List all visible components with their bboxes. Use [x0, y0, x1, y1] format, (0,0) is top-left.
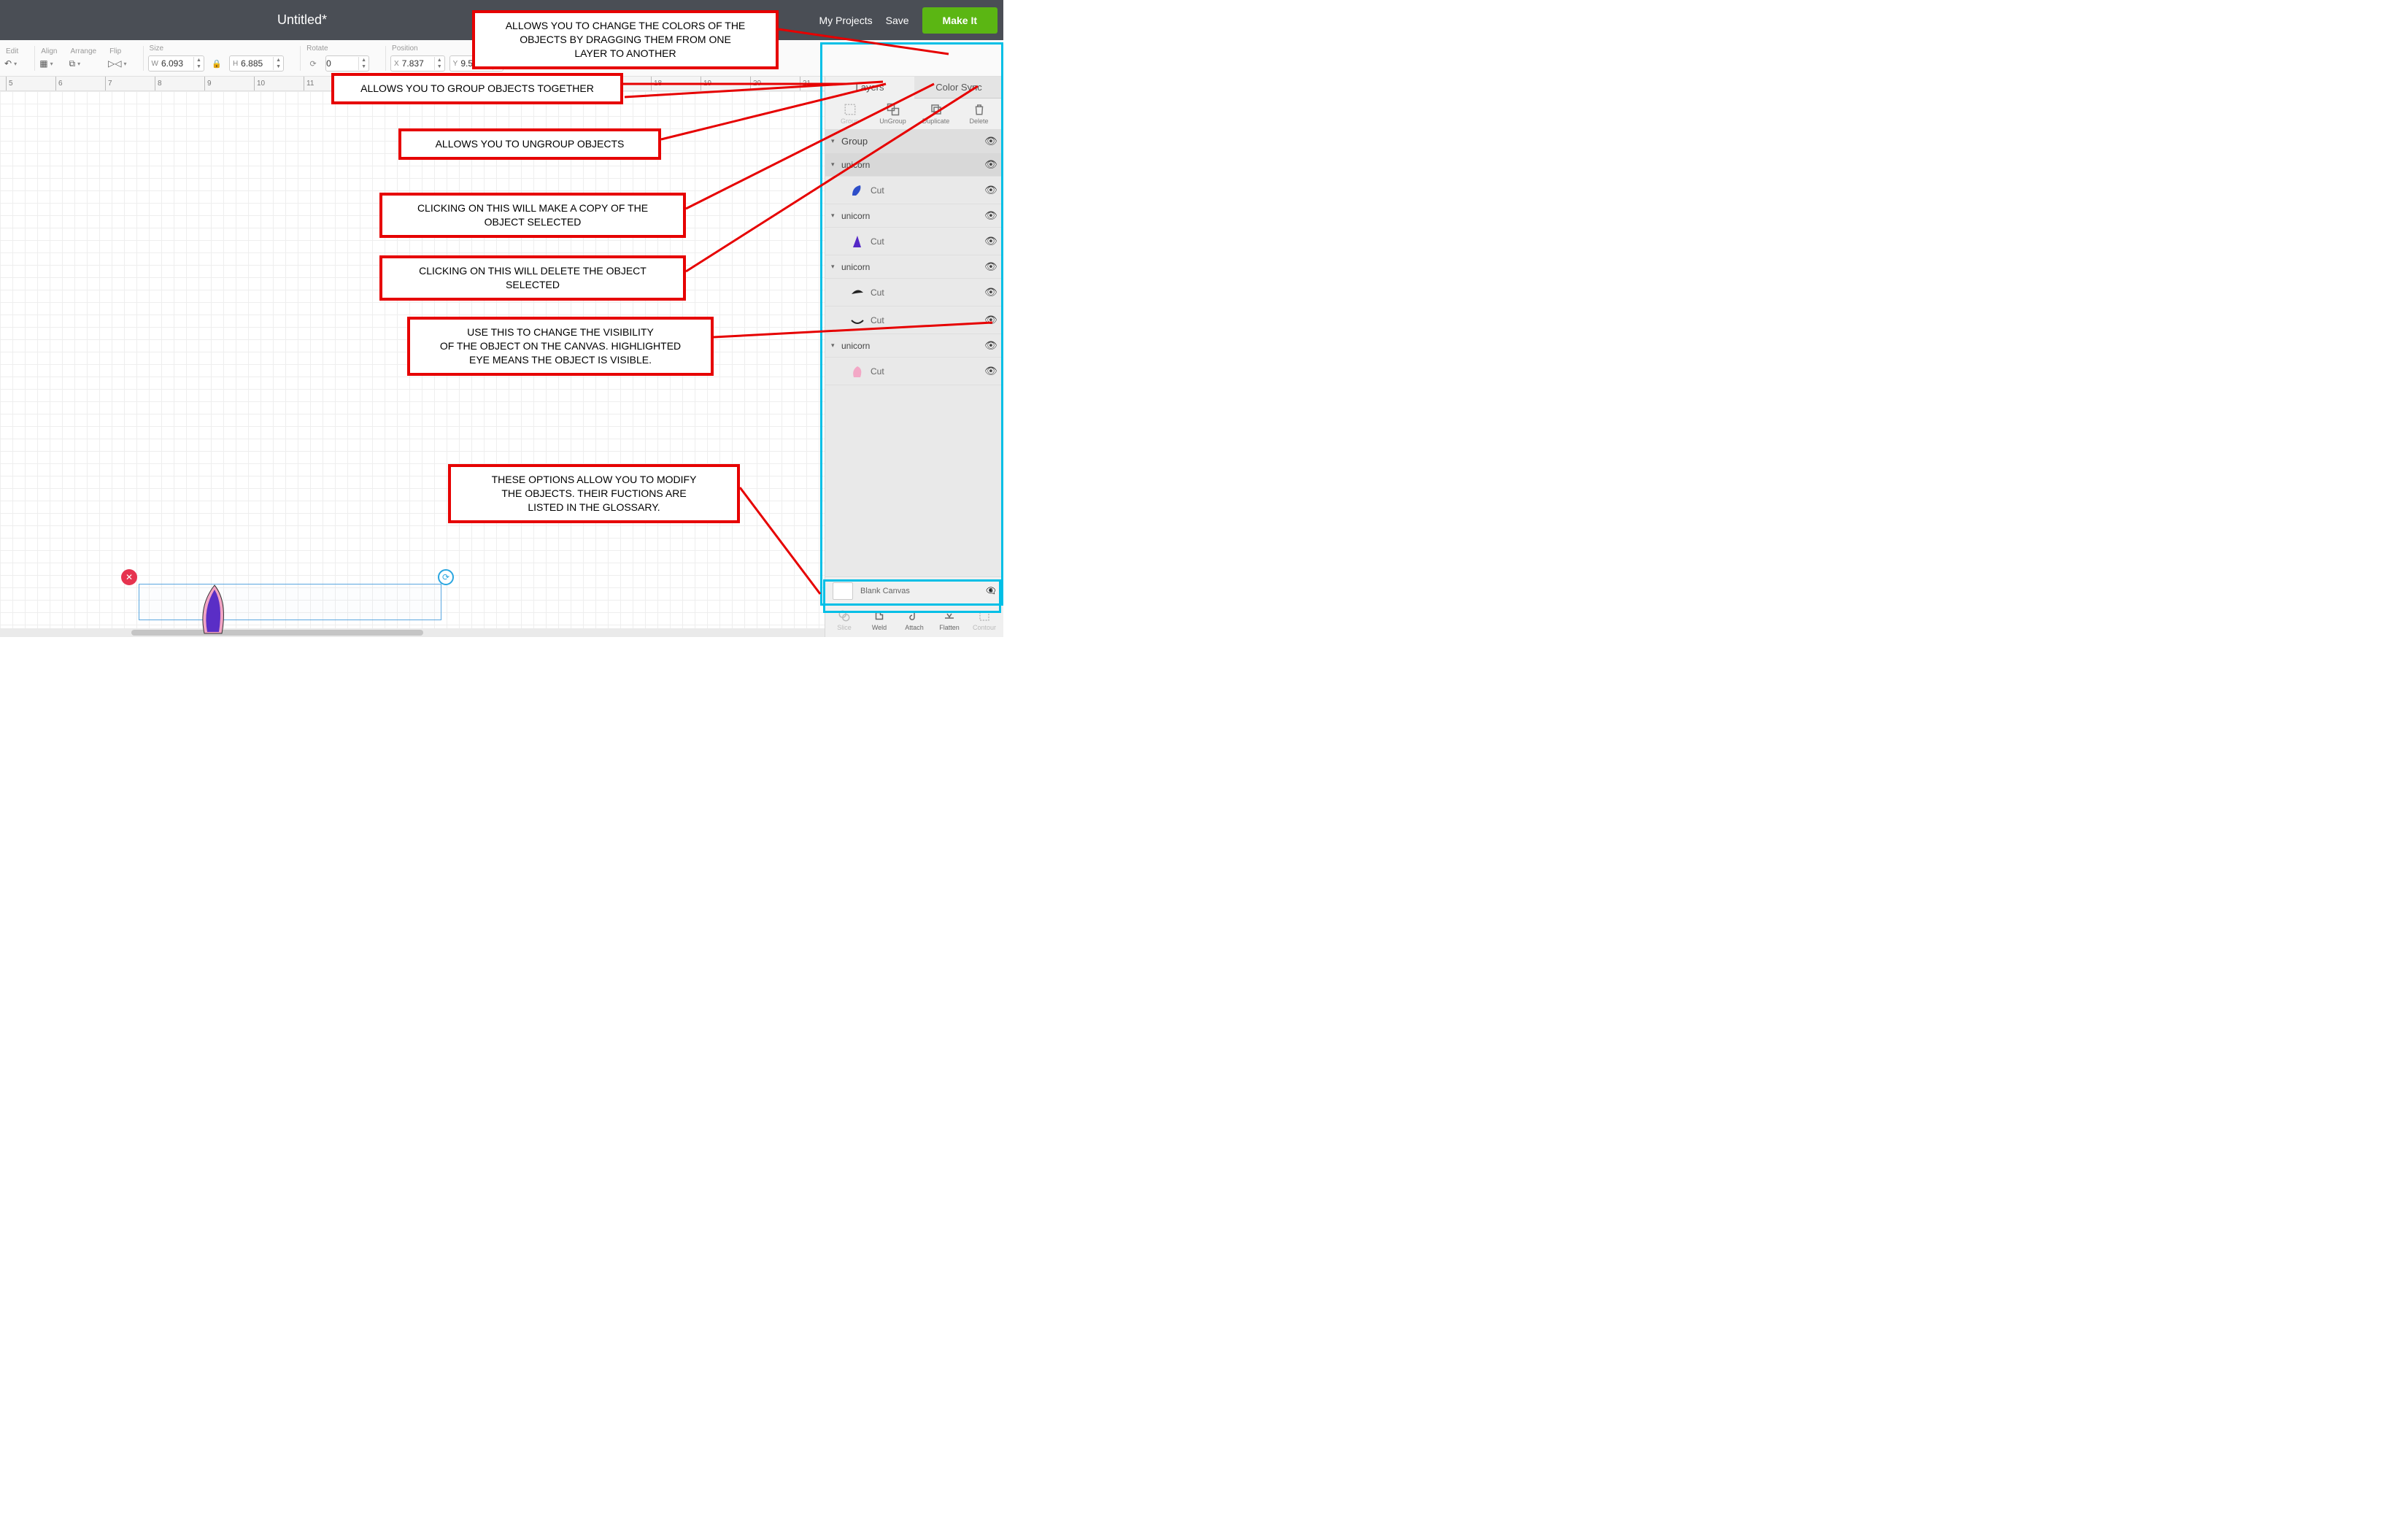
delete-button[interactable]: Delete [957, 103, 1000, 125]
callout-ungroup: ALLOWS YOU TO UNGROUP OBJECTS [398, 128, 661, 160]
align-icon: ▦ [39, 58, 47, 69]
flip-menu[interactable]: Flip ▷◁▾ [108, 47, 126, 69]
tab-layers[interactable]: Layers [825, 77, 914, 99]
tab-color-sync[interactable]: Color Sync [914, 77, 1003, 99]
visibility-eye-icon[interactable]: 👁 [984, 209, 997, 222]
canvas-swatch-bar[interactable]: Blank Canvas 👁‍🗨 [825, 576, 1003, 604]
weld-button[interactable]: Weld [862, 609, 897, 631]
callout-group: ALLOWS YOU TO GROUP OBJECTS TOGETHER [331, 73, 623, 104]
document-title: Untitled* [277, 12, 327, 28]
delete-handle[interactable]: ✕ [121, 569, 137, 585]
arrange-icon: ⧉ [69, 58, 75, 69]
horizontal-scrollbar[interactable] [0, 628, 825, 637]
canvas-artwork[interactable] [197, 584, 241, 635]
rotate-icon[interactable]: ⟳ [305, 55, 321, 72]
layer-list[interactable]: ▾Group👁▾unicorn👁Cut👁▾unicorn👁Cut👁▾unicor… [825, 130, 1003, 576]
layer-sub-row[interactable]: Cut👁 [825, 228, 1003, 255]
layer-sub-row[interactable]: Cut👁 [825, 279, 1003, 306]
visibility-eye-icon[interactable]: 👁 [984, 261, 997, 273]
layer-row[interactable]: ▾unicorn👁 [825, 153, 1003, 177]
layer-row[interactable]: ▾unicorn👁 [825, 334, 1003, 358]
selection-box[interactable] [139, 584, 441, 620]
app-root: Untitled* My Projects Save Make It Edit … [0, 0, 1003, 637]
panel-tabs: Layers Color Sync [825, 77, 1003, 99]
bottom-actions: Slice Weld Attach Flatten Contour [825, 604, 1003, 637]
undo-icon[interactable]: ↶ [4, 58, 12, 69]
scrollbar-thumb[interactable] [131, 630, 423, 636]
blank-canvas-label: Blank Canvas [860, 587, 910, 595]
slice-button[interactable]: Slice [827, 609, 862, 631]
visibility-eye-icon[interactable]: 👁 [984, 314, 997, 326]
callout-delete: CLICKING ON THIS WILL DELETE THE OBJECT … [379, 255, 686, 301]
visibility-eye-icon[interactable]: 👁 [984, 365, 997, 377]
layer-sub-row[interactable]: Cut👁 [825, 306, 1003, 334]
layer-row[interactable]: ▾unicorn👁 [825, 204, 1003, 228]
visibility-eye-icon[interactable]: 👁 [984, 184, 997, 196]
flatten-button[interactable]: Flatten [932, 609, 967, 631]
callout-duplicate: CLICKING ON THIS WILL MAKE A COPY OF THE… [379, 193, 686, 238]
flip-icon: ▷◁ [108, 58, 121, 69]
visibility-eye-icon[interactable]: 👁 [984, 135, 997, 147]
size-group: Size W6.093▲▼ 🔒 H6.885▲▼ [148, 45, 285, 72]
callout-visibility: USE THIS TO CHANGE THE VISIBILITY OF THE… [407, 317, 714, 376]
canvas-color-swatch[interactable] [833, 582, 853, 600]
visibility-eye-icon[interactable]: 👁 [984, 235, 997, 247]
visibility-eye-icon[interactable]: 👁 [984, 339, 997, 352]
layer-actions: Group UnGroup Duplicate Delete [825, 99, 1003, 130]
ungroup-button[interactable]: UnGroup [871, 103, 914, 125]
visibility-eye-icon[interactable]: 👁 [984, 286, 997, 298]
duplicate-button[interactable]: Duplicate [914, 103, 957, 125]
lock-aspect-icon[interactable]: 🔒 [209, 55, 225, 72]
layer-sub-row[interactable]: Cut👁 [825, 358, 1003, 385]
attach-button[interactable]: Attach [897, 609, 932, 631]
visibility-eye-icon[interactable]: 👁 [984, 158, 997, 171]
edit-menu[interactable]: Edit ↶▾ [4, 47, 18, 69]
rotate-handle[interactable]: ⟳ [438, 569, 454, 585]
my-projects-link[interactable]: My Projects [819, 15, 872, 26]
layer-group-label: Group [841, 136, 984, 147]
height-input[interactable]: H6.885▲▼ [229, 55, 284, 72]
layer-row[interactable]: ▾unicorn👁 [825, 255, 1003, 279]
arrange-menu[interactable]: Arrange ⧉▾ [69, 47, 96, 69]
pos-x-input[interactable]: X7.837▲▼ [390, 55, 445, 72]
callout-bottom-tools: THESE OPTIONS ALLOW YOU TO MODIFY THE OB… [448, 464, 740, 523]
layers-panel: Layers Color Sync Group UnGroup Duplicat… [825, 77, 1003, 637]
visibility-off-icon[interactable]: 👁‍🗨 [986, 586, 996, 595]
rotate-group: Rotate ⟳ 0▲▼ [305, 45, 369, 72]
save-link[interactable]: Save [886, 15, 909, 26]
align-menu[interactable]: Align ▦▾ [39, 47, 57, 69]
width-input[interactable]: W6.093▲▼ [148, 55, 204, 72]
group-button[interactable]: Group [828, 103, 871, 125]
rotate-input[interactable]: 0▲▼ [325, 55, 369, 72]
contour-button[interactable]: Contour [967, 609, 1002, 631]
callout-color-sync: ALLOWS YOU TO CHANGE THE COLORS OF THE O… [472, 10, 779, 69]
layer-sub-row[interactable]: Cut👁 [825, 177, 1003, 204]
make-it-button[interactable]: Make It [922, 7, 997, 34]
